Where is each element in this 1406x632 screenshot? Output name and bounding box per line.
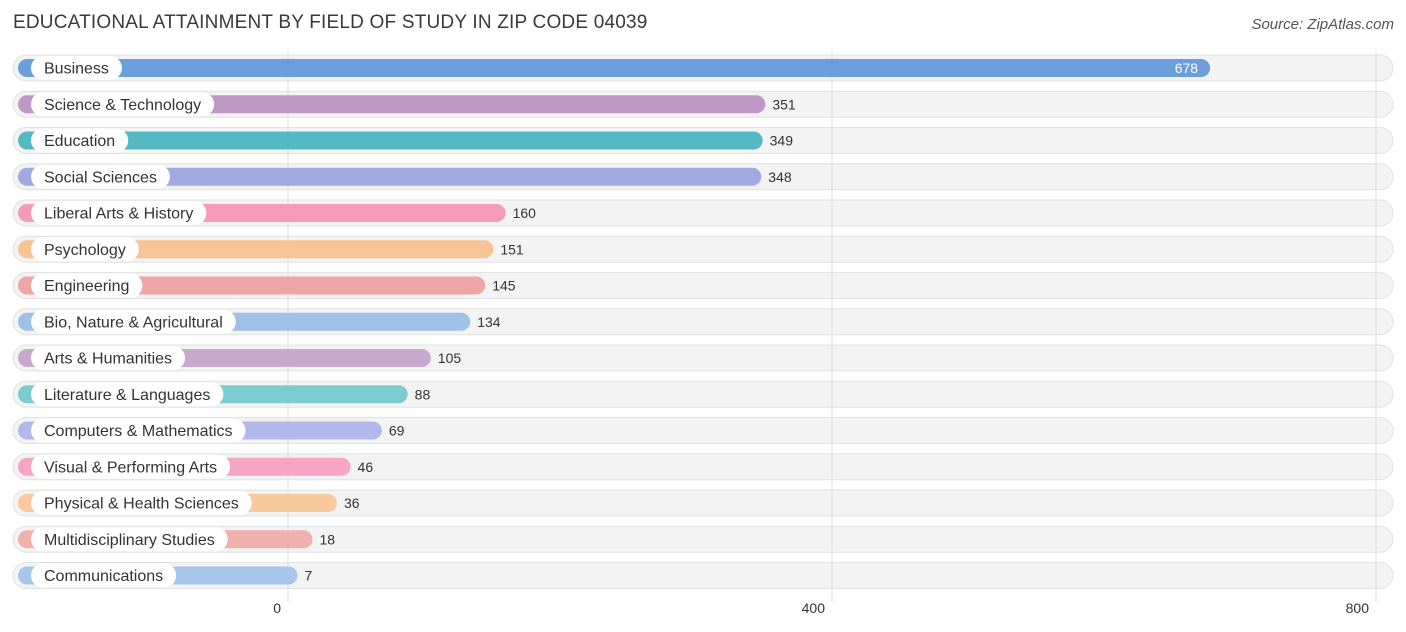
bar-label: Computers & Mathematics — [44, 423, 233, 440]
bar-value: 678 — [1175, 60, 1199, 76]
bar-label-pill — [31, 346, 186, 370]
bar-label: Education — [44, 133, 115, 150]
bar-value: 36 — [344, 495, 360, 511]
bar-label-pill — [31, 92, 215, 117]
x-tick-label: 400 — [802, 600, 826, 616]
bar-label: Visual & Performing Arts — [44, 459, 217, 476]
bar-label-pill — [31, 491, 252, 515]
bar-value: 349 — [770, 133, 794, 149]
bar-label: Arts & Humanities — [44, 351, 172, 368]
bar-label: Science & Technology — [44, 97, 201, 114]
bar-value: 351 — [772, 96, 796, 112]
bar-value: 69 — [389, 423, 405, 439]
bar-label: Communications — [44, 568, 163, 585]
bar-value: 151 — [500, 241, 524, 257]
bar-label: Multidisciplinary Studies — [44, 532, 215, 549]
x-tick-label: 0 — [273, 600, 281, 616]
row-background — [12, 489, 1394, 517]
bar-label-pill — [31, 56, 122, 80]
bar-label-pill — [31, 237, 139, 262]
bar — [18, 131, 763, 150]
bar-label-pill — [31, 454, 231, 479]
bar-label: Literature & Languages — [44, 387, 210, 404]
bar — [18, 167, 762, 186]
bar-value: 88 — [415, 386, 431, 402]
row-background — [12, 453, 1394, 481]
bar-label: Physical & Health Sciences — [44, 496, 239, 513]
bar — [18, 59, 1211, 77]
bar-label: Social Sciences — [44, 169, 157, 186]
bar-label-pill — [31, 128, 129, 153]
bar-label-pill — [31, 201, 207, 225]
bar-value: 348 — [768, 169, 792, 185]
bar-label: Business — [44, 61, 109, 78]
row-background — [12, 525, 1394, 553]
bar-value: 7 — [305, 568, 313, 584]
bar-label: Liberal Arts & History — [44, 206, 193, 223]
row-background — [12, 562, 1394, 589]
source-label: Source: ZipAtlas.com — [1251, 16, 1394, 33]
chart-title: EDUCATIONAL ATTAINMENT BY FIELD OF STUDY… — [13, 12, 648, 33]
bar-label-pill — [31, 563, 177, 588]
bar-label-pill — [31, 418, 246, 443]
bar-label: Engineering — [44, 278, 129, 295]
bar-value: 105 — [438, 350, 462, 366]
bar-value: 145 — [492, 278, 516, 294]
bar-label-pill — [31, 309, 236, 334]
bar-label: Psychology — [44, 242, 126, 259]
bar-label-pill — [31, 527, 228, 552]
bar-value: 134 — [477, 314, 501, 330]
bar-label-pill — [31, 382, 224, 407]
bar-label-pill — [31, 273, 143, 298]
bar-label-pill — [31, 164, 170, 189]
bar-label: Bio, Nature & Agricultural — [44, 314, 223, 331]
bar-value: 46 — [358, 459, 374, 475]
x-tick-label: 800 — [1346, 600, 1370, 616]
bar-value: 18 — [319, 531, 335, 547]
bar-value: 160 — [513, 205, 537, 221]
